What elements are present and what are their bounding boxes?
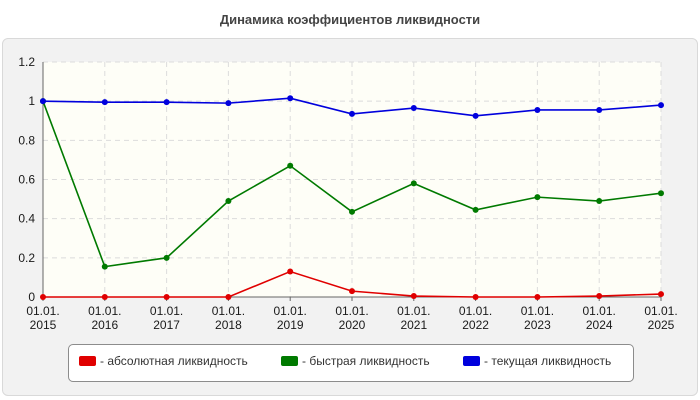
y-tick-label: 0.2	[18, 251, 35, 265]
data-point-absolute	[163, 294, 170, 300]
data-point-absolute	[349, 288, 355, 295]
data-point-current	[101, 99, 108, 106]
data-point-quick	[410, 180, 417, 187]
x-tick-label-bottom: 2021	[400, 318, 427, 332]
y-tick-label: 1.2	[18, 55, 35, 69]
x-tick-label-top: 01.01.	[459, 304, 492, 318]
x-tick-label-top: 01.01.	[521, 304, 554, 318]
x-tick-label-top: 01.01.	[583, 304, 616, 318]
data-point-quick	[101, 263, 108, 270]
x-tick-label-top: 01.01.	[88, 304, 121, 318]
y-tick-label: 0.4	[18, 212, 35, 226]
data-point-absolute	[472, 294, 479, 300]
legend-label-current: - текущая ликвидность	[484, 354, 612, 368]
y-tick-label: 0.8	[18, 133, 35, 147]
data-point-current	[225, 100, 232, 107]
data-point-quick	[472, 206, 479, 213]
data-point-absolute	[534, 294, 541, 300]
legend-item-current: - текущая ликвидность	[463, 354, 611, 368]
x-tick-label-bottom: 2025	[648, 318, 675, 332]
x-tick-label-bottom: 2017	[153, 318, 180, 332]
legend-label-absolute: - абсолютная ликвидность	[100, 354, 248, 368]
data-point-absolute	[225, 294, 232, 300]
data-point-absolute	[596, 293, 603, 300]
data-point-current	[410, 105, 417, 112]
legend-item-quick: - быстрая ликвидность	[281, 354, 430, 368]
legend-swatch-absolute	[79, 356, 96, 366]
x-tick-label-bottom: 2023	[524, 318, 551, 332]
x-tick-label-bottom: 2022	[462, 318, 489, 332]
chart-legend: - абсолютная ликвидность - быстрая ликви…	[68, 344, 634, 382]
data-point-absolute	[410, 293, 417, 300]
data-point-current	[596, 106, 603, 113]
x-tick-label-top: 01.01.	[26, 304, 59, 318]
data-point-quick	[658, 190, 664, 197]
x-tick-label-top: 01.01.	[644, 304, 677, 318]
legend-swatch-current	[463, 356, 480, 366]
data-point-current	[534, 106, 541, 113]
legend-label-quick: - быстрая ликвидность	[302, 354, 430, 368]
x-tick-label-bottom: 2015	[30, 318, 57, 332]
x-tick-label-bottom: 2016	[91, 318, 118, 332]
data-point-current	[349, 110, 355, 117]
x-tick-label-top: 01.01.	[335, 304, 368, 318]
x-tick-label-top: 01.01.	[212, 304, 245, 318]
x-tick-label-top: 01.01.	[274, 304, 307, 318]
data-point-quick	[287, 162, 294, 169]
data-point-current	[472, 112, 479, 119]
data-point-current	[287, 95, 294, 102]
legend-item-absolute: - абсолютная ликвидность	[79, 354, 248, 368]
legend-swatch-quick	[281, 356, 298, 366]
data-point-absolute	[658, 291, 664, 298]
data-point-absolute	[287, 268, 294, 275]
x-tick-label-top: 01.01.	[150, 304, 183, 318]
data-point-current	[40, 98, 46, 105]
data-point-current	[163, 99, 170, 106]
data-point-quick	[163, 254, 170, 261]
data-point-current	[658, 102, 664, 109]
y-tick-label: 0	[28, 290, 35, 304]
data-point-quick	[349, 208, 355, 215]
chart-title: Динамика коэффициентов ликвидности	[219, 12, 481, 27]
data-point-quick	[534, 194, 541, 201]
data-point-quick	[225, 198, 232, 205]
x-tick-label-bottom: 2019	[277, 318, 304, 332]
y-tick-label: 0.6	[18, 173, 35, 187]
x-tick-label-bottom: 2024	[586, 318, 613, 332]
data-point-absolute	[101, 294, 108, 300]
data-point-quick	[596, 198, 603, 205]
x-tick-label-top: 01.01.	[397, 304, 430, 318]
y-tick-label: 1	[28, 94, 35, 108]
data-point-absolute	[40, 294, 46, 300]
x-tick-label-bottom: 2020	[339, 318, 366, 332]
x-tick-label-bottom: 2018	[215, 318, 242, 332]
